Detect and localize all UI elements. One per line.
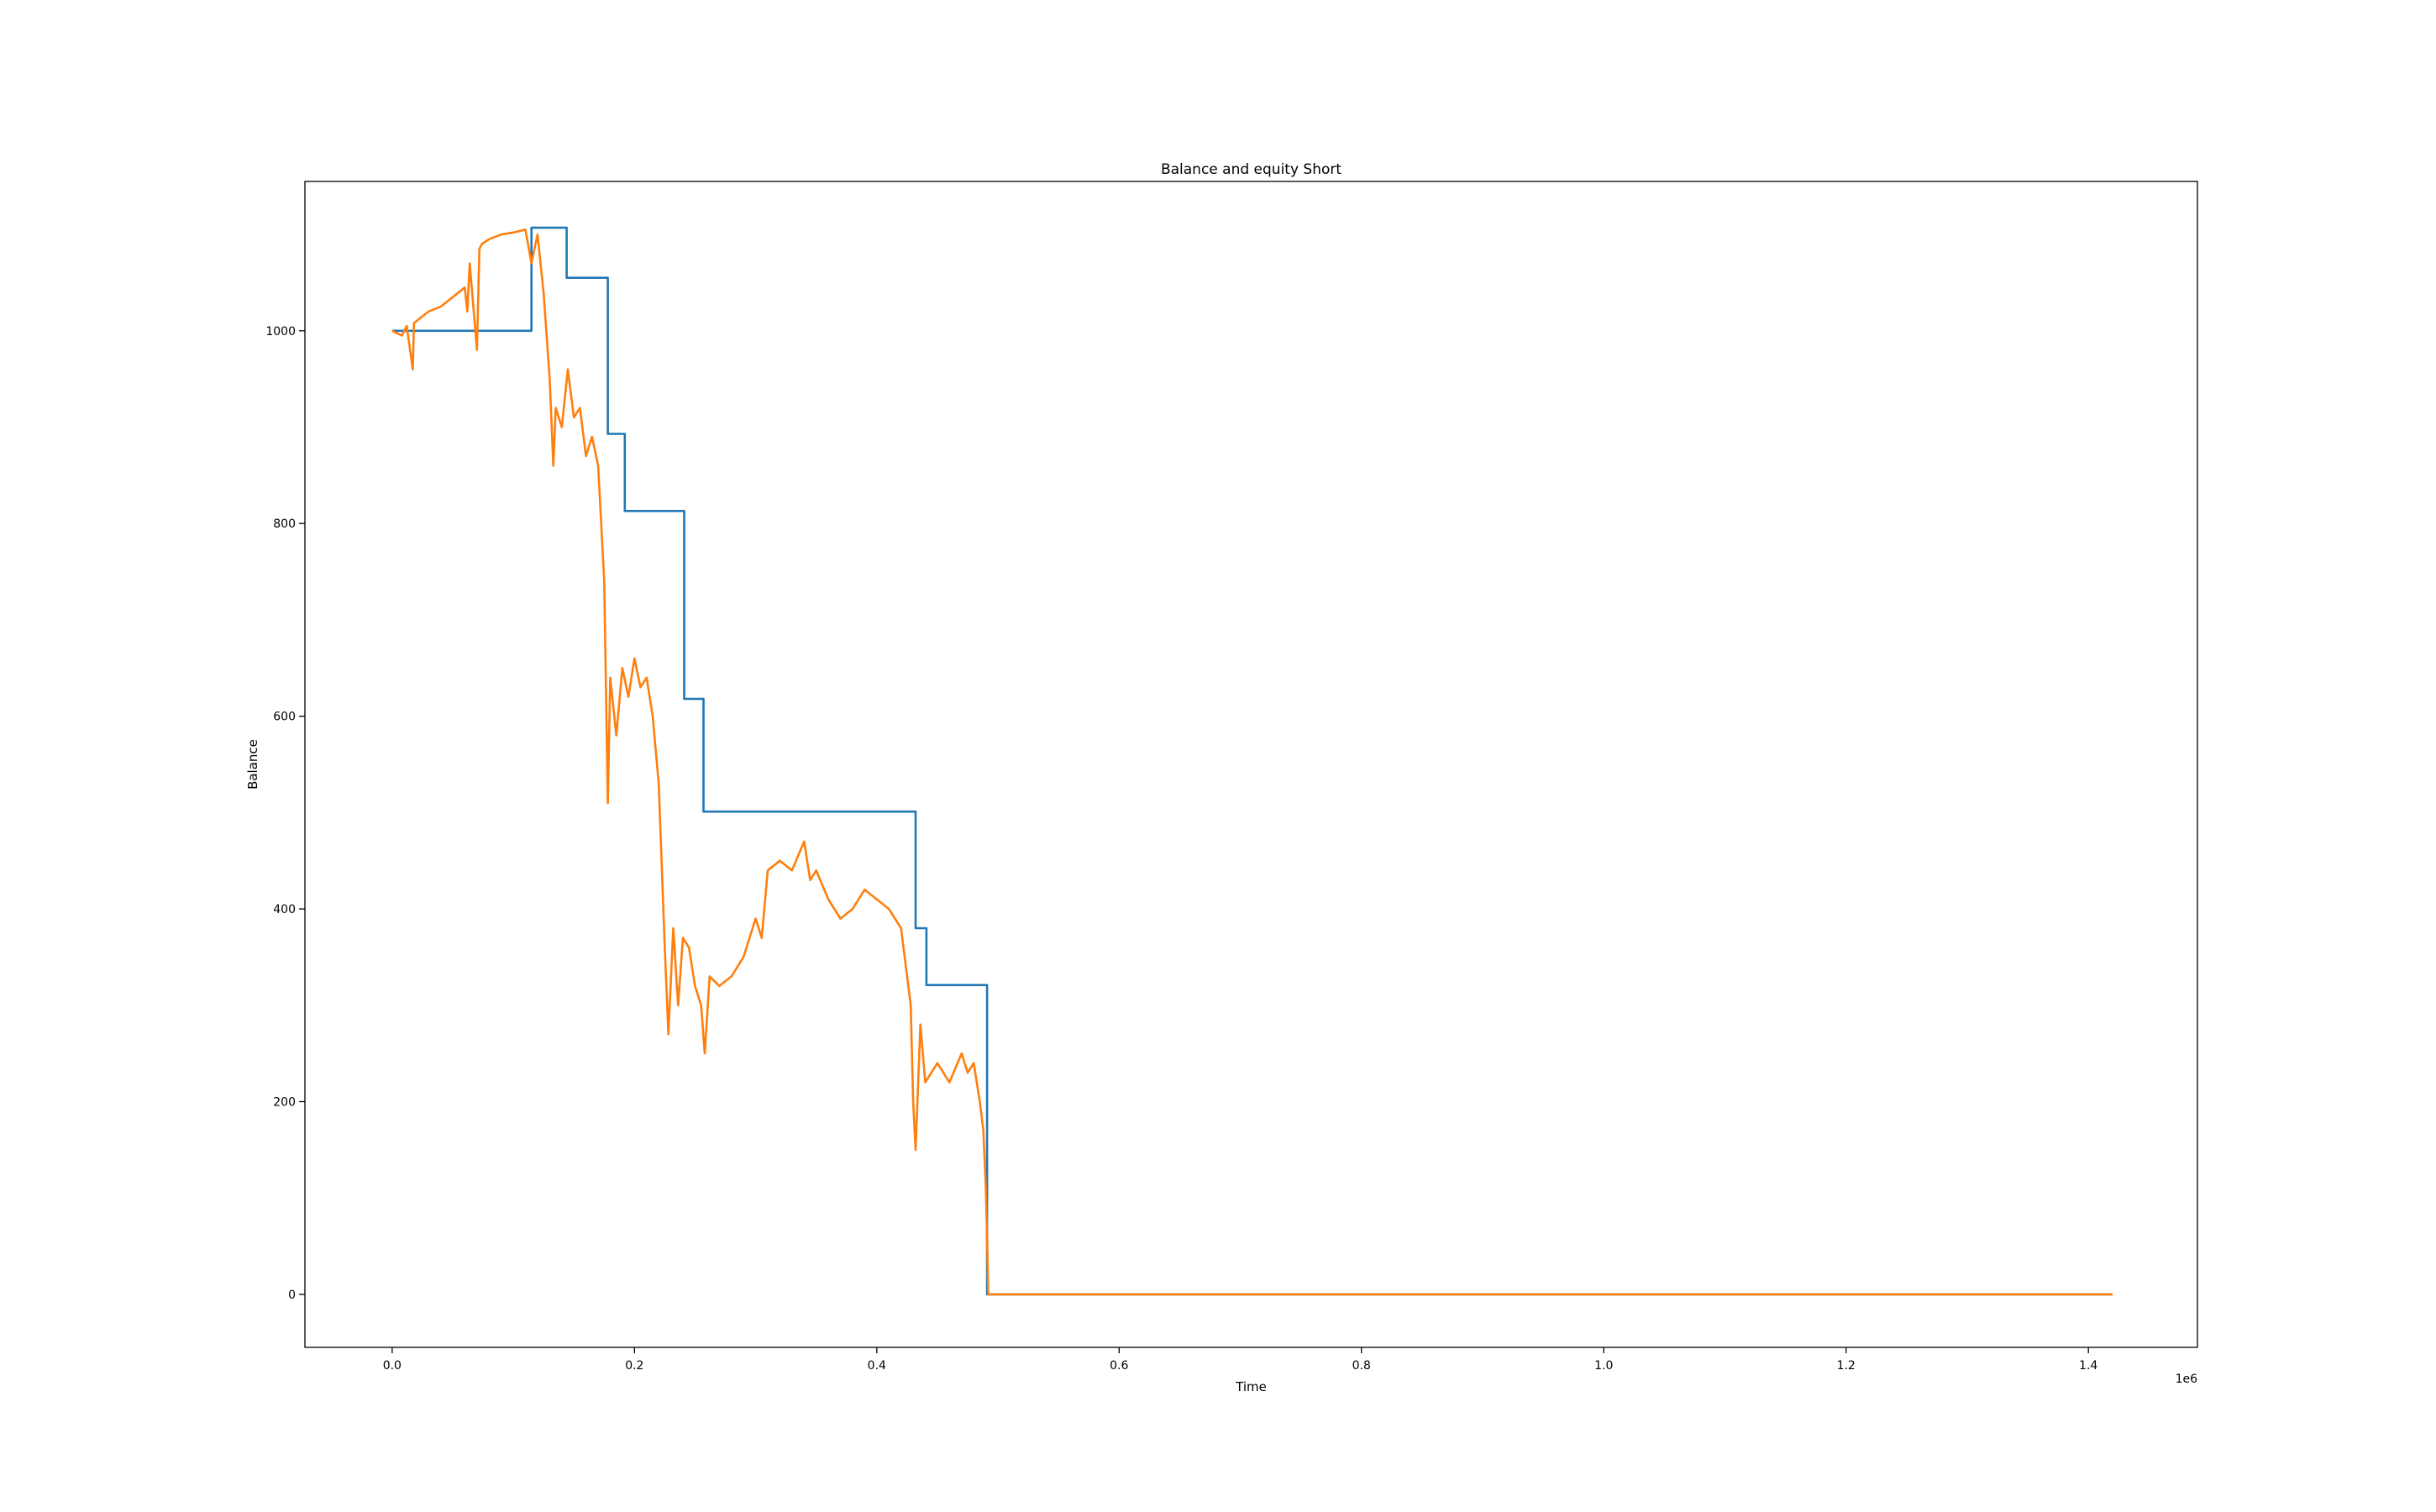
x-axis-offset-label: 1e6 [2176, 1373, 2198, 1386]
y-tick-label: 400 [273, 903, 296, 916]
y-tick-label: 600 [273, 711, 296, 724]
series-line-2 [391, 228, 2113, 1296]
x-tick-label: 0.4 [868, 1359, 886, 1373]
y-axis-title: Balance [245, 739, 260, 790]
y-tick-label: 0 [288, 1289, 296, 1302]
series-line-1 [391, 226, 2113, 1296]
plot-area-frame [304, 181, 2198, 1348]
y-tick-label: 200 [273, 1095, 296, 1109]
x-tick-label: 0.0 [383, 1359, 402, 1373]
series-layer [391, 226, 2113, 1296]
y-axis-ticks: 0 200 400 600 800 1000 [265, 325, 305, 1302]
x-tick-label: 1.0 [1594, 1359, 1613, 1373]
chart-title: Balance and equity Short [1161, 161, 1341, 178]
y-tick-label: 1000 [265, 325, 296, 339]
x-tick-label: 0.2 [625, 1359, 643, 1373]
y-tick-label: 800 [273, 517, 296, 531]
x-axis-title: Time [1235, 1379, 1267, 1394]
x-tick-label: 0.8 [1352, 1359, 1371, 1373]
x-tick-label: 1.2 [1837, 1359, 1856, 1373]
x-axis-ticks: 0.0 0.2 0.4 0.6 0.8 1.0 1.2 1.4 [383, 1347, 2097, 1373]
x-tick-label: 0.6 [1110, 1359, 1128, 1373]
x-tick-label: 1.4 [2079, 1359, 2097, 1373]
